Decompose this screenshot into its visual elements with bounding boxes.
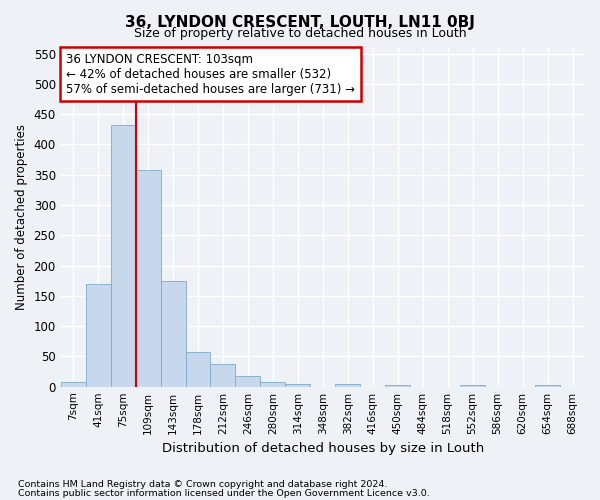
Bar [161, 280, 185, 386]
Bar [260, 382, 286, 386]
Bar [86, 284, 110, 387]
Bar [185, 352, 211, 386]
Bar [335, 384, 360, 386]
Text: Contains public sector information licensed under the Open Government Licence v3: Contains public sector information licen… [18, 488, 430, 498]
Bar [110, 125, 136, 386]
Bar [286, 384, 310, 386]
Text: Contains HM Land Registry data © Crown copyright and database right 2024.: Contains HM Land Registry data © Crown c… [18, 480, 388, 489]
X-axis label: Distribution of detached houses by size in Louth: Distribution of detached houses by size … [162, 442, 484, 455]
Bar [61, 382, 86, 386]
Bar [136, 170, 161, 386]
Text: 36, LYNDON CRESCENT, LOUTH, LN11 0BJ: 36, LYNDON CRESCENT, LOUTH, LN11 0BJ [125, 15, 475, 30]
Text: Size of property relative to detached houses in Louth: Size of property relative to detached ho… [134, 28, 466, 40]
Bar [235, 376, 260, 386]
Bar [211, 364, 235, 386]
Bar [385, 385, 410, 386]
Text: 36 LYNDON CRESCENT: 103sqm
← 42% of detached houses are smaller (532)
57% of sem: 36 LYNDON CRESCENT: 103sqm ← 42% of deta… [66, 52, 355, 96]
Y-axis label: Number of detached properties: Number of detached properties [15, 124, 28, 310]
